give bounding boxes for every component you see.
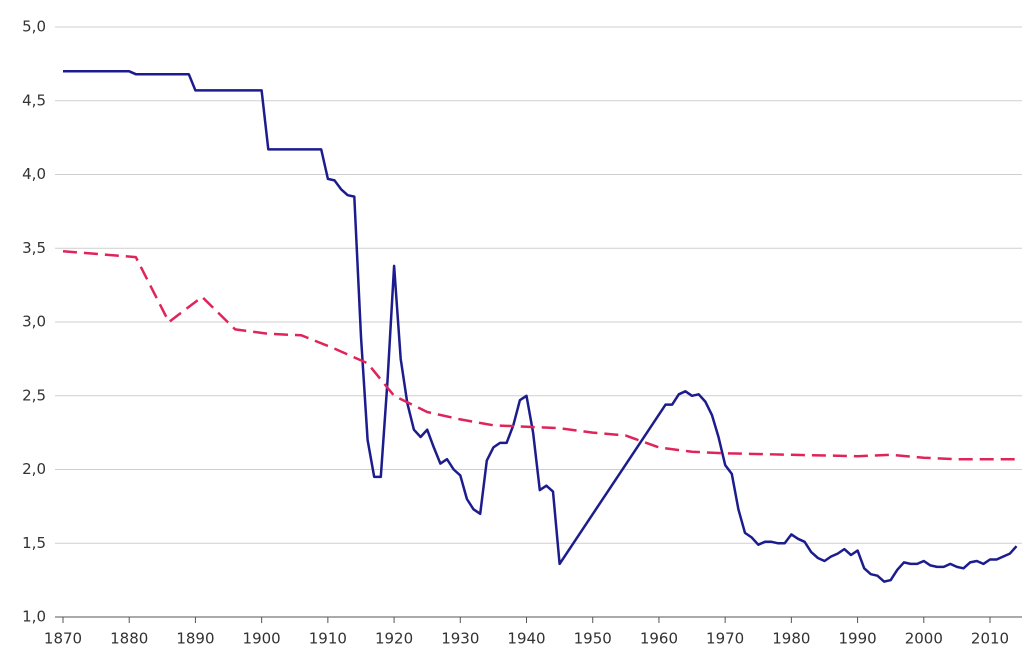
x-tick-label: 1930 (441, 630, 479, 648)
y-tick-label: 1,0 (22, 608, 46, 626)
series-line (62, 249, 1017, 461)
x-tick-label: 1980 (772, 630, 810, 648)
x-tick-label: 1990 (838, 630, 876, 648)
x-tick-label: 1870 (44, 630, 82, 648)
y-tick-label: 2,5 (22, 386, 46, 404)
x-tick-label: 1900 (243, 630, 281, 648)
x-tick-label: 1880 (110, 630, 148, 648)
y-tick-label: 1,5 (22, 534, 46, 552)
y-tick-label: 2,0 (22, 460, 46, 478)
y-tick-label: 4,0 (22, 165, 46, 183)
x-tick-label: 1890 (176, 630, 214, 648)
x-tick-label: 1950 (574, 630, 612, 648)
x-tick-label: 1960 (640, 630, 678, 648)
y-tick-label: 5,0 (22, 18, 46, 36)
x-tick-label: 1940 (507, 630, 545, 648)
x-tick-label: 1920 (375, 630, 413, 648)
x-tick-label: 2010 (971, 630, 1009, 648)
x-tick-label: 1970 (706, 630, 744, 648)
y-tick-label: 3,5 (22, 239, 46, 257)
x-tick-label: 2000 (905, 630, 943, 648)
series-line (63, 70, 1018, 583)
x-tick-label: 1910 (309, 630, 347, 648)
y-tick-label: 4,5 (22, 91, 46, 109)
y-tick-label: 3,0 (22, 313, 46, 331)
